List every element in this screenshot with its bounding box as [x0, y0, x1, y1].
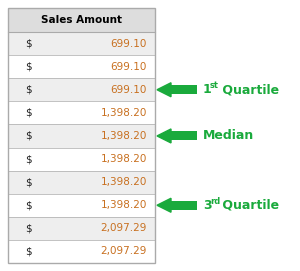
Polygon shape: [157, 198, 171, 212]
Text: 699.10: 699.10: [111, 85, 147, 95]
Text: $: $: [25, 131, 31, 141]
Text: 3: 3: [203, 199, 212, 212]
Text: $: $: [25, 200, 31, 210]
Text: Median: Median: [203, 130, 254, 143]
Bar: [8, 171, 155, 194]
Text: $: $: [25, 223, 31, 233]
Text: 699.10: 699.10: [111, 38, 147, 49]
Bar: [171, 131, 197, 140]
Text: $: $: [25, 246, 31, 256]
Bar: [8, 55, 155, 78]
Text: 1,398.20: 1,398.20: [100, 131, 147, 141]
Polygon shape: [157, 129, 171, 143]
Text: $: $: [25, 38, 31, 49]
Text: Quartile: Quartile: [218, 83, 279, 96]
Bar: [171, 201, 197, 210]
Text: $: $: [25, 108, 31, 118]
Bar: [8, 8, 155, 32]
Text: 1,398.20: 1,398.20: [100, 108, 147, 118]
Text: $: $: [25, 85, 31, 95]
Text: st: st: [210, 81, 219, 90]
Text: 2,097.29: 2,097.29: [100, 223, 147, 233]
Bar: [8, 78, 155, 101]
Bar: [171, 85, 197, 94]
Text: $: $: [25, 62, 31, 72]
Text: $: $: [25, 177, 31, 187]
Text: 699.10: 699.10: [111, 62, 147, 72]
Text: 1: 1: [203, 83, 212, 96]
Bar: [8, 194, 155, 217]
Text: 2,097.29: 2,097.29: [100, 246, 147, 256]
Text: Quartile: Quartile: [218, 199, 279, 212]
Bar: [8, 8, 155, 263]
Text: 1,398.20: 1,398.20: [100, 200, 147, 210]
Text: rd: rd: [210, 197, 220, 206]
Text: 1,398.20: 1,398.20: [100, 177, 147, 187]
Text: $: $: [25, 154, 31, 164]
Bar: [8, 32, 155, 55]
Bar: [8, 124, 155, 147]
Bar: [8, 240, 155, 263]
Bar: [8, 217, 155, 240]
Text: Sales Amount: Sales Amount: [41, 15, 122, 25]
Bar: [8, 147, 155, 171]
Bar: [8, 101, 155, 124]
Text: 1,398.20: 1,398.20: [100, 154, 147, 164]
Polygon shape: [157, 83, 171, 97]
